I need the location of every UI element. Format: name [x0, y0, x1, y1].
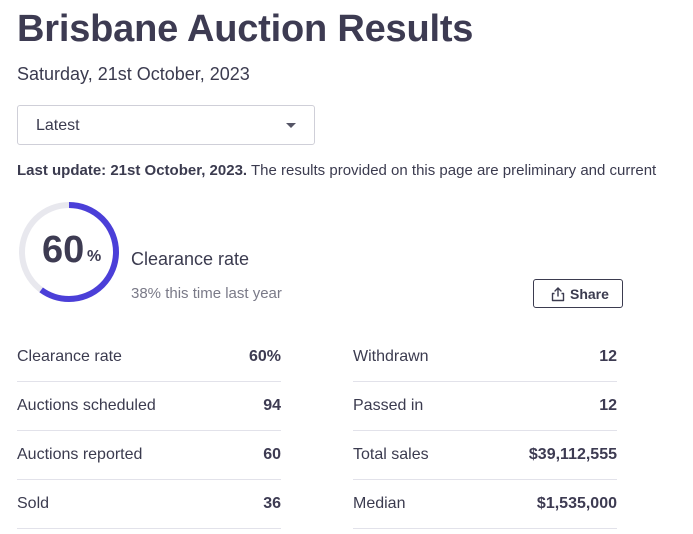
- stat-label: Withdrawn: [353, 348, 429, 365]
- stat-value: 12: [599, 348, 617, 365]
- select-value: Latest: [36, 117, 80, 134]
- stats-right-column: Withdrawn 12 Passed in 12 Total sales $3…: [353, 333, 617, 529]
- clearance-rate-gauge: 60 %: [17, 200, 121, 304]
- stat-value: 94: [263, 397, 281, 414]
- stat-row-median: Median $1,535,000: [353, 480, 617, 529]
- clearance-rate-comparison: 38% this time last year: [131, 285, 282, 302]
- stat-value: 12: [599, 397, 617, 414]
- stat-label: Sold: [17, 495, 50, 512]
- stat-value: 60: [263, 446, 281, 463]
- results-period-select[interactable]: Latest: [17, 105, 315, 145]
- stat-row-sold: Sold 36: [17, 480, 281, 529]
- stat-label: Total sales: [353, 446, 429, 463]
- stat-label: Auctions scheduled: [17, 397, 156, 414]
- gauge-value: 60: [42, 229, 85, 271]
- stat-value: $1,535,000: [536, 495, 617, 512]
- last-update-label: Last update: 21st October, 2023.: [17, 162, 248, 179]
- auction-date: Saturday, 21st October, 2023: [17, 64, 250, 84]
- stat-row-auctions-scheduled: Auctions scheduled 94: [17, 382, 281, 431]
- gauge-progress-arc: [19, 202, 119, 302]
- stats-left-column: Clearance rate 60% Auctions scheduled 94…: [17, 333, 281, 529]
- chevron-down-icon: [286, 123, 296, 128]
- stat-label: Clearance rate: [17, 348, 122, 365]
- stat-row-clearance-rate: Clearance rate 60%: [17, 333, 281, 382]
- gauge-unit: %: [87, 248, 102, 265]
- notice-text: The results provided on this page are pr…: [247, 162, 657, 179]
- stat-label: Auctions reported: [17, 446, 143, 463]
- clearance-rate-label: Clearance rate: [131, 249, 250, 269]
- stat-value: $39,112,555: [528, 446, 617, 463]
- stat-value: 36: [263, 495, 281, 512]
- share-button[interactable]: Share: [533, 279, 623, 308]
- update-notice: Last update: 21st October, 2023. The res…: [17, 162, 693, 179]
- share-icon: [551, 287, 565, 302]
- stat-label: Median: [353, 495, 406, 512]
- page-title: Brisbane Auction Results: [17, 8, 474, 50]
- stat-row-total-sales: Total sales $39,112,555: [353, 431, 617, 480]
- stat-row-withdrawn: Withdrawn 12: [353, 333, 617, 382]
- stat-label: Passed in: [353, 397, 424, 414]
- stat-row-passed-in: Passed in 12: [353, 382, 617, 431]
- stat-row-auctions-reported: Auctions reported 60: [17, 431, 281, 480]
- stat-value: 60%: [248, 348, 281, 365]
- share-button-label: Share: [570, 286, 609, 302]
- gauge-ring: [19, 202, 119, 302]
